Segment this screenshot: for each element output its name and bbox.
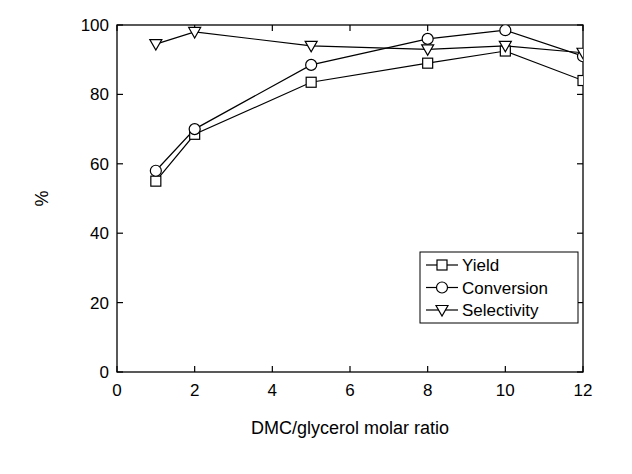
legend-label: Conversion bbox=[462, 279, 548, 298]
y-tick-right bbox=[577, 24, 583, 25]
y-tick-label: 80 bbox=[90, 85, 109, 104]
x-axis-label: DMC/glycerol molar ratio bbox=[251, 418, 449, 438]
y-tick bbox=[117, 233, 123, 234]
x-tick-top bbox=[427, 25, 428, 31]
data-point bbox=[150, 165, 161, 176]
x-tick-label: 4 bbox=[268, 381, 277, 400]
y-axis-label: % bbox=[32, 190, 52, 206]
x-tick-label: 2 bbox=[190, 381, 199, 400]
x-tick bbox=[116, 366, 117, 372]
legend-label: Yield bbox=[462, 256, 499, 275]
y-tick-label: 40 bbox=[90, 224, 109, 243]
x-tick-top bbox=[349, 25, 350, 31]
x-tick bbox=[427, 366, 428, 372]
legend-marker bbox=[437, 282, 448, 293]
data-point bbox=[189, 27, 201, 37]
data-point bbox=[306, 59, 317, 70]
chart: 0 2 4 6 8 10 12 0 20 40 60 80 100 DMC/glycerol molar … bbox=[0, 0, 632, 474]
y-tick bbox=[117, 163, 123, 164]
legend-marker bbox=[436, 306, 448, 317]
x-tick-label: 6 bbox=[345, 381, 354, 400]
plot-area bbox=[150, 25, 583, 186]
x-tick-top bbox=[582, 25, 583, 31]
x-tick-label: 8 bbox=[423, 381, 432, 400]
chart-root: 0 2 4 6 8 10 12 0 20 40 60 80 100 DMC/glycerol molar … bbox=[0, 0, 632, 474]
data-point bbox=[500, 25, 511, 36]
data-point bbox=[499, 41, 511, 52]
y-tick bbox=[117, 371, 123, 372]
data-point bbox=[578, 76, 583, 86]
series-line bbox=[156, 32, 583, 53]
x-tick bbox=[349, 366, 350, 372]
x-tick-label: 10 bbox=[496, 381, 515, 400]
data-point bbox=[305, 41, 317, 52]
data-point bbox=[151, 176, 161, 186]
x-tick-label: 0 bbox=[112, 381, 121, 400]
y-tick-label: 60 bbox=[90, 155, 109, 174]
y-tick-right bbox=[577, 94, 583, 95]
x-tick-label: 12 bbox=[574, 381, 593, 400]
data-point bbox=[150, 40, 162, 51]
legend-marker bbox=[437, 260, 447, 270]
x-tick bbox=[272, 366, 273, 372]
legend-label: Selectivity bbox=[462, 301, 539, 320]
y-tick-label: 20 bbox=[90, 294, 109, 313]
y-tick-right bbox=[577, 371, 583, 372]
legend-box bbox=[420, 252, 578, 323]
y-tick-right bbox=[577, 233, 583, 234]
data-point bbox=[306, 77, 316, 87]
y-tick-label: 100 bbox=[81, 16, 109, 35]
y-tick-label: 0 bbox=[100, 363, 109, 382]
x-tick bbox=[505, 366, 506, 372]
data-point bbox=[577, 48, 583, 59]
plot-frame bbox=[117, 25, 583, 372]
data-point bbox=[422, 45, 434, 56]
data-point bbox=[189, 124, 200, 135]
y-tick-right bbox=[577, 163, 583, 164]
data-point bbox=[423, 58, 433, 68]
x-tick bbox=[582, 366, 583, 372]
y-tick bbox=[117, 302, 123, 303]
data-point bbox=[422, 33, 433, 44]
x-tick-top bbox=[272, 25, 273, 31]
x-tick-top bbox=[116, 25, 117, 31]
legend: Yield Conversion Selectivity bbox=[420, 252, 578, 323]
y-tick bbox=[117, 24, 123, 25]
y-tick bbox=[117, 94, 123, 95]
series-line bbox=[156, 51, 583, 181]
x-tick bbox=[194, 366, 195, 372]
series-line bbox=[156, 30, 583, 171]
